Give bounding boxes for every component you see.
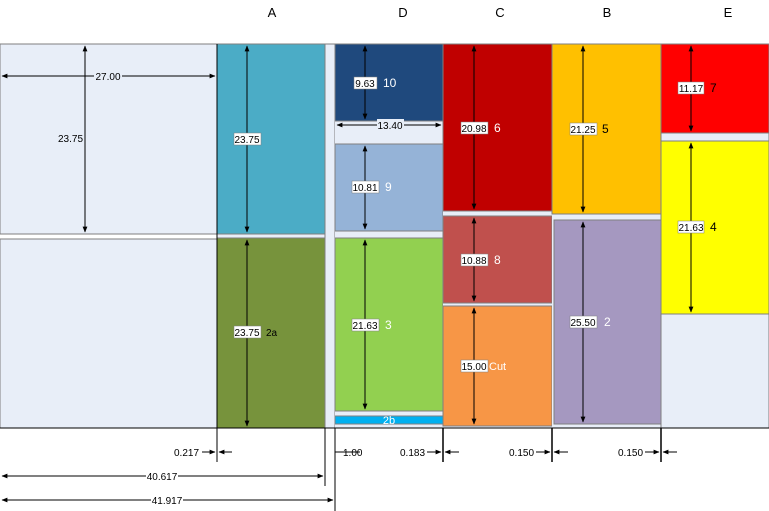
dim-label-box bbox=[353, 76, 378, 90]
piece-label-4: 4 bbox=[710, 220, 717, 234]
piece-label-9: 9 bbox=[385, 180, 392, 194]
piece-a-top bbox=[216, 43, 326, 235]
dim-label-box bbox=[460, 121, 489, 135]
piece-label-2: 2 bbox=[604, 315, 611, 329]
piece-label-5: 5 bbox=[602, 122, 609, 136]
piece-label-10: 10 bbox=[383, 76, 397, 90]
piece-label-2b: 2b bbox=[383, 415, 395, 427]
dim-label-box bbox=[569, 315, 598, 329]
dim-label-10: 9.63 bbox=[355, 79, 375, 90]
kerf-strip bbox=[324, 43, 336, 429]
column-header-e: E bbox=[724, 5, 733, 20]
dim-label-waste-width: 27.00 bbox=[95, 72, 120, 83]
dim-label-gap-d: 1.00 bbox=[343, 448, 363, 459]
piece-label-3: 3 bbox=[385, 318, 392, 332]
dim-label-box bbox=[569, 122, 598, 136]
dim-label-box bbox=[233, 132, 262, 146]
dim-label-box bbox=[460, 359, 489, 373]
dim-label-5: 21.25 bbox=[570, 125, 595, 136]
piece-10 bbox=[334, 43, 444, 122]
piece-9 bbox=[334, 143, 444, 232]
piece-label-2a: 2a bbox=[266, 328, 278, 339]
dim-label-gap-a: 0.217 bbox=[174, 448, 199, 459]
dim-label-2a: 23.75 bbox=[234, 328, 259, 339]
dim-label-a-top: 23.75 bbox=[234, 135, 259, 146]
dim-label-2: 25.50 bbox=[570, 318, 595, 329]
dim-label-box bbox=[677, 220, 705, 234]
dim-label-box bbox=[351, 318, 380, 332]
dim-label-gap-e: 0.150 bbox=[618, 448, 643, 459]
dim-label-waste-height: 23.75 bbox=[58, 134, 83, 145]
dim-label-bg bbox=[94, 70, 122, 82]
dim-label-7: 11.17 bbox=[679, 84, 704, 95]
piece-label-8: 8 bbox=[494, 253, 501, 267]
piece-label-cut: Cut bbox=[489, 361, 506, 373]
dim-label-bg bbox=[146, 470, 178, 482]
column-header-c: C bbox=[495, 5, 504, 20]
dim-label-total-1: 40.617 bbox=[147, 472, 178, 483]
column-header-b: B bbox=[603, 5, 612, 20]
dim-label-box bbox=[460, 253, 489, 267]
dim-label-8: 10.88 bbox=[461, 256, 486, 267]
column-header-a: A bbox=[268, 5, 277, 20]
piece-label-7: 7 bbox=[710, 81, 717, 95]
dim-label-box bbox=[677, 81, 705, 95]
dim-label-gap-b: 0.150 bbox=[509, 448, 534, 459]
dim-label-9: 10.81 bbox=[352, 183, 377, 194]
dim-label-bg bbox=[377, 119, 404, 131]
dim-label-box bbox=[351, 180, 380, 194]
piece-label-6: 6 bbox=[494, 121, 501, 135]
dim-label-6: 20.98 bbox=[461, 124, 486, 135]
dim-label-gap-c: 0.183 bbox=[400, 448, 425, 459]
dim-label-box bbox=[233, 325, 262, 339]
column-header-d: D bbox=[398, 5, 407, 20]
waste-panel-bottom bbox=[0, 238, 218, 429]
dim-label-total-2: 41.917 bbox=[152, 496, 183, 507]
dim-label-bg bbox=[151, 494, 183, 506]
dim-label-d-width: 13.40 bbox=[377, 121, 402, 132]
dim-label-cut: 15.00 bbox=[461, 362, 486, 373]
dim-label-4: 21.63 bbox=[678, 223, 703, 234]
dim-label-3: 21.63 bbox=[352, 321, 377, 332]
